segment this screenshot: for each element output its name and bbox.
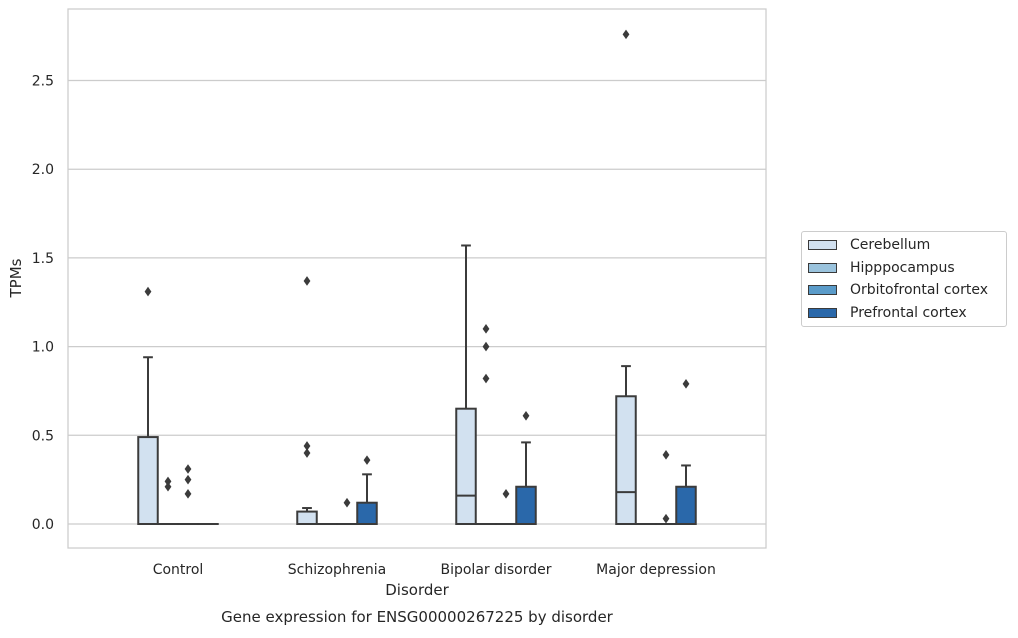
outlier-point [344,498,351,508]
plot-frame [68,9,766,548]
y-tick-label: 1.0 [32,340,54,356]
legend-item: Hipppocampus [808,258,955,278]
y-axis-label: TPMs [7,258,25,298]
box-body [516,487,536,524]
legend-label: Orbitofrontal cortex [850,282,988,298]
outlier-point [185,475,192,485]
legend-swatch [808,285,837,295]
legend-item: Orbitofrontal cortex [808,280,988,300]
outlier-layer [145,30,690,524]
legend-swatch [808,240,837,250]
y-tick-label: 1.5 [32,251,54,267]
outlier-point [663,514,670,524]
box-body [456,409,476,524]
box-body [676,487,696,524]
outlier-point [364,455,371,465]
box-0-1 [297,508,317,524]
outlier-point [483,324,490,334]
outlier-point [165,477,172,487]
x-tick-label: Schizophrenia [288,562,386,578]
legend-label: Cerebellum [850,237,930,253]
outlier-point [663,450,670,460]
outlier-point [623,30,630,40]
box-body [357,503,377,524]
box-3-1 [357,474,377,524]
outlier-point [483,342,490,352]
outlier-point [683,379,690,389]
x-tick-label: Bipolar disorder [440,562,551,578]
legend-label: Hipppocampus [850,260,955,276]
y-tick-label: 0.5 [32,428,54,444]
outlier-point [304,276,311,286]
x-tick-label: Control [153,562,204,578]
legend-item: Prefrontal cortex [808,303,967,323]
outlier-point [185,464,192,474]
legend: Cerebellum Hipppocampus Orbitofrontal cort… [801,231,1007,327]
outlier-point [185,489,192,499]
x-tick-labels: Control Schizophrenia Bipolar disorder Majo… [153,562,716,578]
box-0-0 [138,357,158,524]
box-0-2 [456,245,476,524]
box-body [616,396,636,524]
x-tick-label: Major depression [596,562,716,578]
legend-item: Cerebellum [808,235,930,255]
box-body [138,437,158,524]
y-tick-label: 0.0 [32,517,54,533]
outlier-point [304,441,311,451]
outlier-point [483,374,490,384]
box-3-2 [516,442,536,524]
box-0-3 [616,366,636,524]
outlier-point [145,287,152,297]
legend-swatch [808,308,837,318]
outlier-point [523,411,530,421]
box-3-3 [676,465,696,524]
outlier-point [503,489,510,499]
figure-caption: Gene expression for ENSG00000267225 by d… [221,608,614,626]
y-tick-label: 2.0 [32,162,54,178]
y-tick-label: 2.5 [32,74,54,90]
box-body [297,512,317,524]
x-axis-label: Disorder [385,581,449,599]
legend-label: Prefrontal cortex [850,305,967,321]
legend-swatch [808,263,837,273]
grid-lines [68,81,766,525]
y-tick-labels: 0.0 0.5 1.0 1.5 2.0 2.5 [32,74,54,534]
box-layer [138,245,696,524]
